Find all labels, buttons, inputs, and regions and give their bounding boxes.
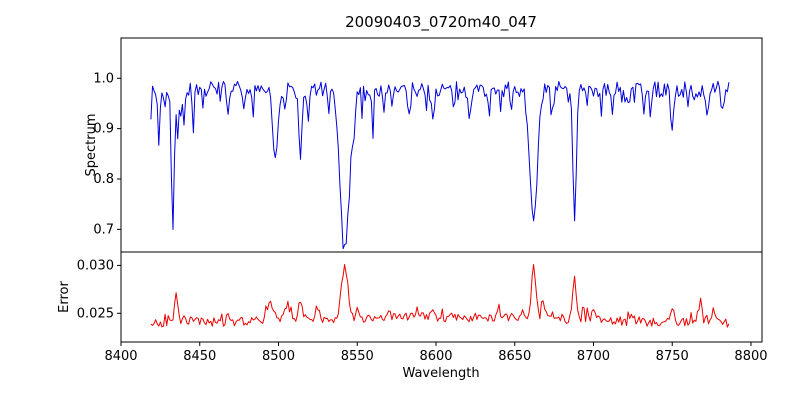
error-line [150,264,730,328]
x-tick-label: 8400 [104,349,137,364]
chart-title: 20090403_0720m40_047 [345,13,537,32]
error-y-axis-label: Error [57,281,72,313]
error-panel-border [120,251,763,343]
x-tick-label: 8450 [183,349,216,364]
error-y-ticks: 0.025 0.030 [77,258,121,321]
x-tick-label: 8500 [262,349,295,364]
x-tick-label: 8650 [498,349,531,364]
spectrum-series-group [150,80,730,250]
y-tick-label: 0.8 [93,172,114,187]
x-tick-label: 8700 [577,349,610,364]
x-tick-label: 8550 [341,349,374,364]
y-tick-label: 0.025 [77,306,114,321]
x-axis-label: Wavelength [402,366,479,381]
y-tick-label: 0.030 [77,258,114,273]
spectrum-y-ticks: 0.7 0.8 0.9 1.0 [93,71,121,237]
spectrum-panel-border [120,37,763,253]
y-tick-label: 1.0 [93,71,114,86]
y-tick-label: 0.9 [93,122,114,137]
x-tick-label: 8800 [734,349,767,364]
x-tick-label: 8750 [656,349,689,364]
y-tick-label: 0.7 [93,222,114,237]
x-axis-ticks: 8400 8450 8500 8550 8600 8650 8700 8750 8800 [104,342,768,364]
spectrum-y-axis-label: Spectrum [84,114,99,177]
error-series-group [150,264,730,328]
spectrum-line [150,80,730,250]
x-tick-label: 8600 [419,349,452,364]
